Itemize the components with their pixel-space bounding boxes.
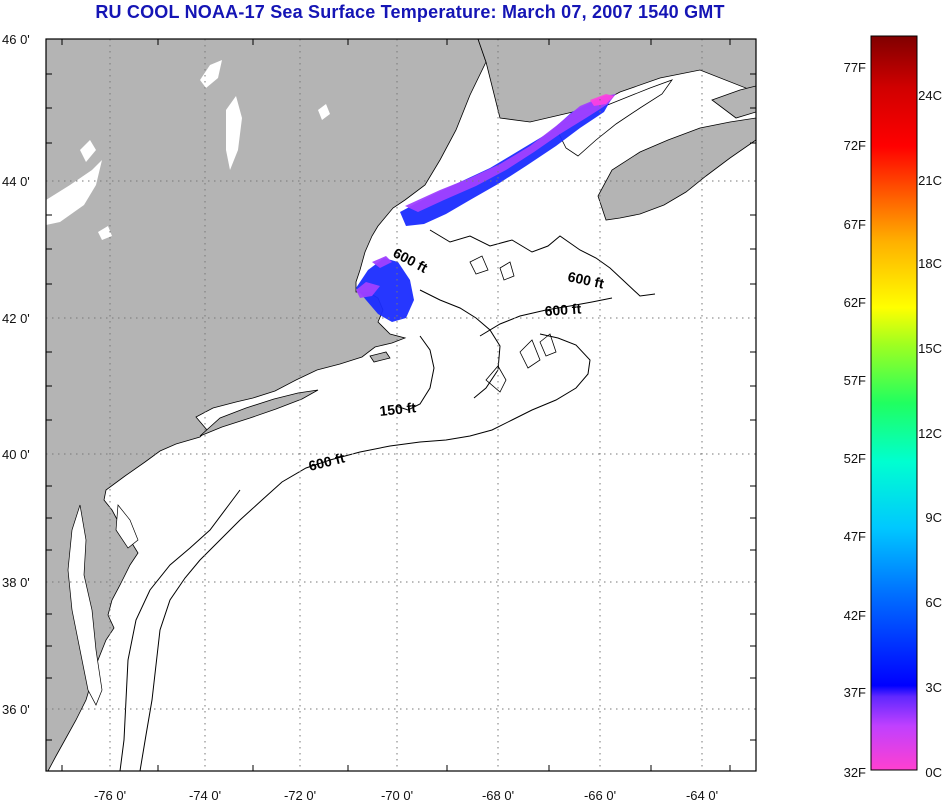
delaware-bay [115,504,139,549]
lon-label: -76 0' [94,788,126,803]
shoal [485,365,507,393]
lon-label: -68 0' [482,788,514,803]
sst-coverage-massbay [356,258,414,322]
lon-label: -70 0' [381,788,413,803]
contour-label: 150 ft [379,399,417,419]
longitude-labels: -76 0' -74 0' -72 0' -70 0' -68 0' -66 0… [94,788,718,803]
lon-label: -74 0' [189,788,221,803]
long-island [199,389,319,437]
nantucket [369,351,391,363]
lat-label: 44 0' [2,174,30,189]
lake [226,96,242,170]
nova-scotia [597,117,756,221]
sst-coverage-coldest [590,94,614,106]
lake [46,160,102,225]
contour-600ft-channel [479,297,613,337]
lat-label: 36 0' [2,702,30,717]
latitude-labels: 46 0' 44 0' 42 0' 40 0' 38 0' 36 0' [2,32,30,717]
shoal [519,339,541,369]
shoal [539,333,557,357]
contour-nearshore [119,489,241,771]
lon-label: -66 0' [584,788,616,803]
contour-150ft-georges [395,335,435,411]
sst-coverage-capeann [372,256,392,268]
map-title: RU COOL NOAA-17 Sea Surface Temperature:… [95,2,725,22]
lat-label: 38 0' [2,575,30,590]
shoal [499,261,515,281]
lat-label: 40 0' [2,447,30,462]
map-frame [45,38,757,772]
lon-label: -64 0' [686,788,718,803]
contour-gulf-basin [419,289,501,399]
lake [318,104,330,120]
grid [46,39,756,771]
shoal [469,255,489,275]
contour-600ft-shelf [139,333,591,771]
contour-label: 600 ft [544,300,582,319]
sst-coverage-massbay-cold [356,282,380,298]
bay-of-fundy [555,79,674,157]
lat-label: 42 0' [2,311,30,326]
lake [98,226,112,240]
lat-label: 46 0' [2,32,30,47]
us-mainland [46,39,487,771]
cape-breton [711,85,756,119]
frame-ticks [46,39,756,771]
sst-coverage-cold [405,94,616,212]
contour-gulf-basin [429,229,656,297]
lon-label: -72 0' [284,788,316,803]
chesapeake-bay [67,504,103,706]
contour-label: 600 ft [566,268,605,291]
lake [80,140,96,162]
